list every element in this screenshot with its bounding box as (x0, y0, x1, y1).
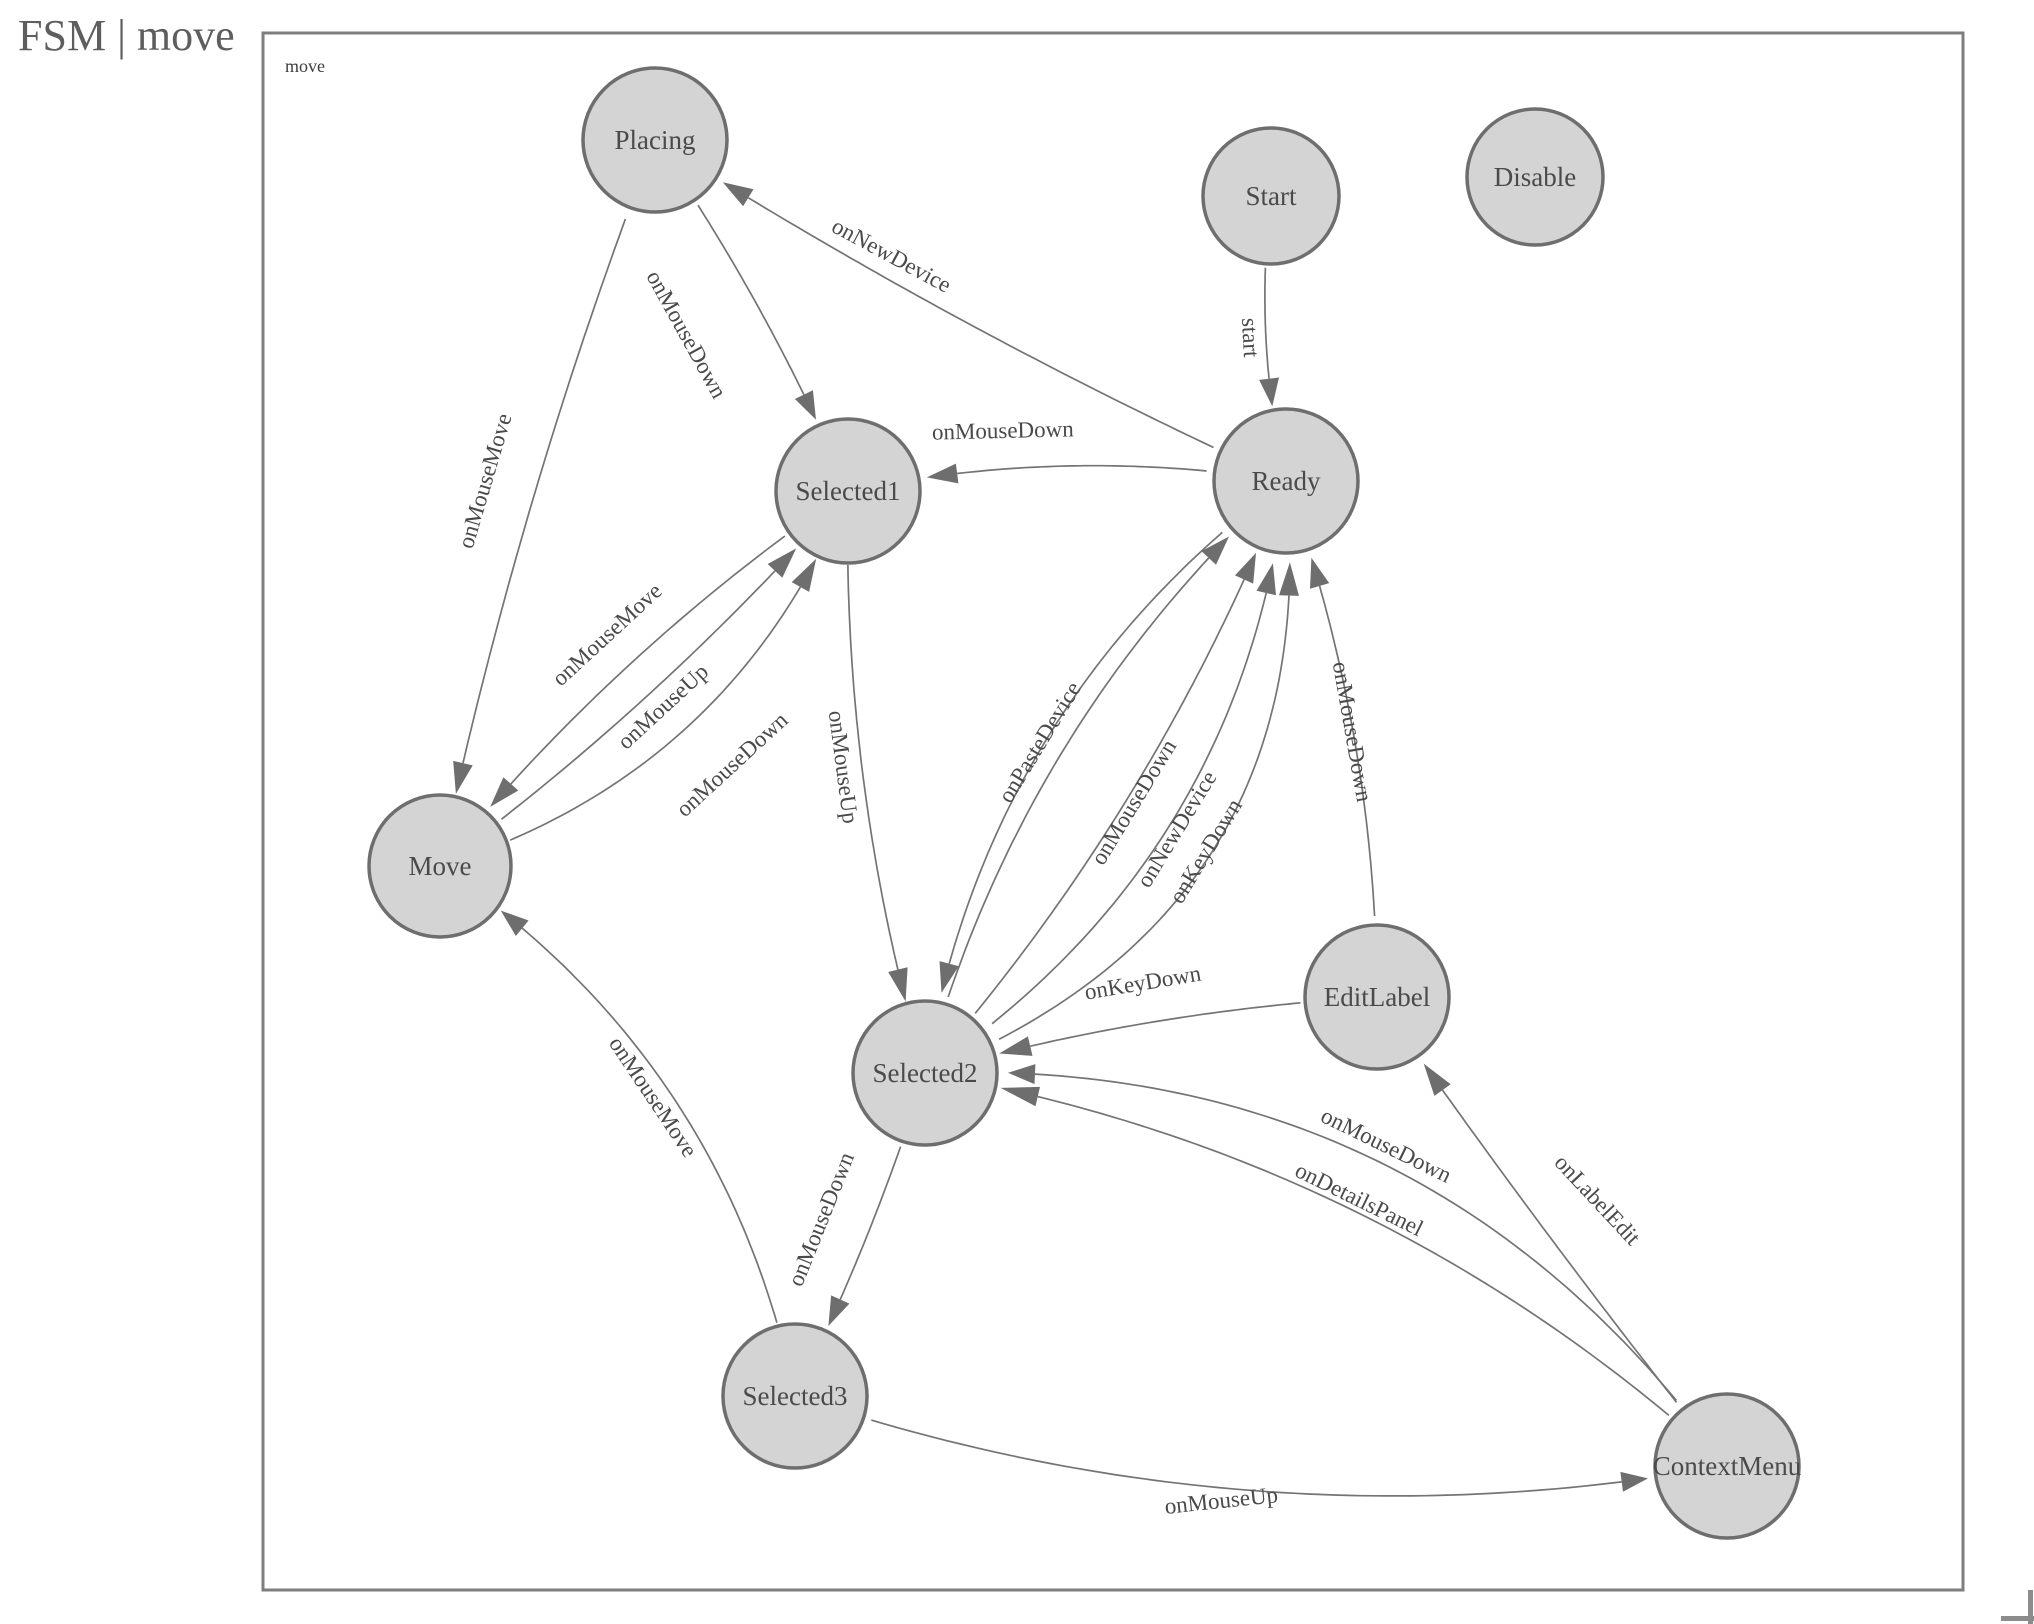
transition-label: start (1237, 317, 1264, 358)
arrowhead-icon (1259, 377, 1279, 407)
state-circle (1465, 107, 1605, 247)
arrowhead-icon (1256, 563, 1276, 596)
arrowhead-icon (1000, 1086, 1040, 1107)
transition-edge[interactable] (1030, 1001, 1301, 1048)
transition-edge[interactable] (947, 557, 1210, 998)
state-node-Selected3[interactable]: Selected3 (721, 1322, 869, 1470)
transition-Start-Ready: start (1237, 267, 1279, 407)
transition-edge[interactable] (1441, 1089, 1678, 1403)
state-label: Move (409, 851, 472, 881)
window-corner-artifact (2001, 1590, 2034, 1624)
state-circle (851, 999, 999, 1147)
transition-edge[interactable] (974, 579, 1245, 1014)
state-label: Placing (615, 125, 696, 155)
diagram-frame (261, 31, 1965, 1592)
arrowhead-icon (1310, 557, 1330, 589)
transition-edge[interactable] (998, 595, 1290, 1040)
state-node-Selected1[interactable]: Selected1 (774, 417, 922, 565)
transition-Ready-Selected2 (939, 531, 1223, 993)
arrowhead-icon (791, 558, 817, 592)
state-label: EditLabel (1324, 982, 1430, 1012)
state-circle (1212, 407, 1360, 555)
state-node-Move[interactable]: Move (367, 793, 513, 939)
transition-edge[interactable] (747, 197, 1214, 449)
state-label: ContextMenu (1653, 1451, 1802, 1481)
arrowhead-icon (1620, 1471, 1648, 1492)
transition-edge[interactable] (510, 535, 786, 785)
arrowhead-icon (828, 1295, 850, 1326)
arrowhead-icon (794, 390, 816, 420)
state-circle (1201, 126, 1341, 266)
transition-Ready-Selected1: onMouseDown (926, 416, 1207, 484)
arrowhead-icon (1423, 1063, 1451, 1096)
state-node-Disable[interactable]: Disable (1465, 107, 1605, 247)
transition-edge[interactable] (1318, 585, 1376, 917)
state-label: Start (1246, 181, 1297, 211)
state-node-Placing[interactable]: Placing (581, 66, 729, 214)
page-title: FSM | move (18, 11, 235, 60)
state-label: Selected3 (743, 1381, 848, 1411)
transition-edge[interactable] (1037, 1095, 1670, 1417)
state-circle (1653, 1392, 1801, 1540)
state-node-ContextMenu[interactable]: ContextMenu (1653, 1392, 1802, 1540)
transition-edge[interactable] (957, 464, 1207, 475)
transition-edge[interactable] (847, 564, 899, 970)
state-circle (774, 417, 922, 565)
state-label: Disable (1494, 162, 1576, 192)
arrowhead-icon (999, 1036, 1033, 1056)
state-node-Ready[interactable]: Ready (1212, 407, 1360, 555)
arrowhead-icon (926, 463, 959, 484)
arrowhead-icon (1008, 1064, 1036, 1085)
transition-edge[interactable] (500, 570, 776, 820)
state-label: Selected2 (873, 1058, 978, 1088)
arrowhead-icon (500, 910, 529, 936)
transition-edge[interactable] (509, 586, 802, 841)
state-circle (721, 1322, 869, 1470)
arrowhead-icon (453, 760, 473, 794)
arrowhead-icon (1279, 562, 1299, 596)
transition-edge[interactable] (839, 1146, 902, 1300)
state-label: Selected1 (796, 476, 901, 506)
arrowhead-icon (888, 967, 908, 1002)
arrowhead-icon (1201, 536, 1229, 565)
transition-edge[interactable] (462, 218, 627, 764)
state-circle (367, 793, 513, 939)
arrowhead-icon (767, 548, 797, 578)
transition-edge[interactable] (521, 927, 778, 1324)
state-circle (581, 66, 729, 214)
transition-edge[interactable] (697, 204, 805, 395)
arrowhead-icon (722, 182, 754, 207)
transition-edge[interactable] (1034, 1073, 1677, 1401)
state-node-Selected2[interactable]: Selected2 (851, 999, 999, 1147)
transition-edge[interactable] (871, 1419, 1622, 1497)
transition-edge[interactable] (1264, 267, 1270, 379)
state-node-EditLabel[interactable]: EditLabel (1303, 923, 1451, 1071)
transition-label: onMouseDown (932, 416, 1075, 444)
transition-edge[interactable] (948, 531, 1223, 964)
transition-edge[interactable] (991, 592, 1268, 1025)
state-label: Ready (1252, 466, 1321, 496)
state-circle (1303, 923, 1451, 1071)
arrowhead-icon (490, 777, 519, 807)
arrowhead-icon (939, 961, 959, 993)
diagram-frame-label: move (285, 56, 325, 76)
state-node-Start[interactable]: Start (1201, 126, 1341, 266)
arrowhead-icon (1235, 552, 1256, 584)
